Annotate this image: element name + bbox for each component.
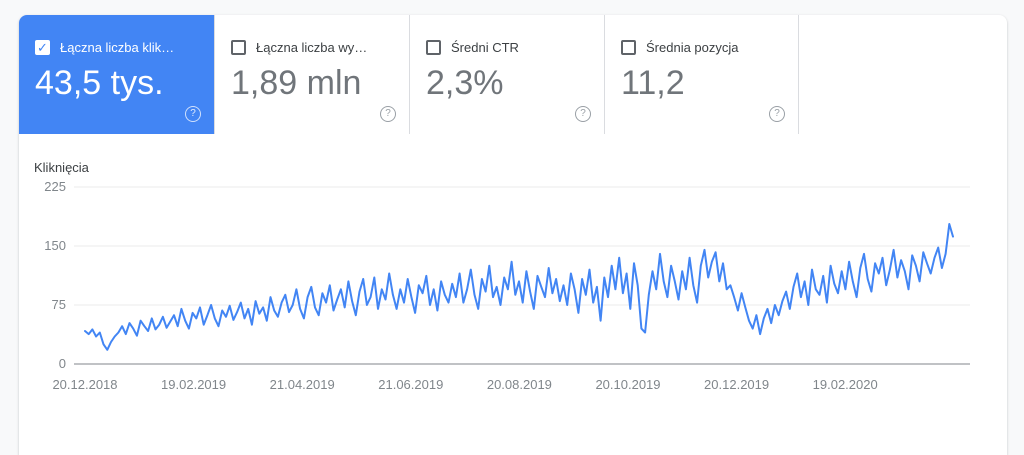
y-axis-tick-label: 75 [51,297,66,312]
checked-checkbox-icon[interactable]: ✓ [35,40,50,55]
metric-card-value: 11,2 [621,64,685,102]
x-axis-tick-label: 20.12.2019 [704,377,770,392]
help-icon[interactable]: ? [769,106,785,122]
metric-card-value: 1,89 mln [231,64,362,102]
metric-card-label: Łączna liczba klik… [60,40,175,55]
metric-cards-row: ✓ Łączna liczba klik… 43,5 tys. ? ✓ Łącz… [19,15,799,134]
chart-y-axis-title: Kliknięcia [34,160,89,175]
y-axis-tick-label: 150 [44,238,66,253]
metric-card-total-impressions[interactable]: ✓ Łączna liczba wy… 1,89 mln ? [214,15,409,134]
y-axis-tick-label: 0 [58,356,66,371]
gridlines [74,186,970,365]
x-axis-tick-label: 19.02.2020 [812,377,878,392]
clicks-series-line [84,223,954,351]
check-icon: ✓ [37,40,48,55]
help-icon[interactable]: ? [575,106,591,122]
help-icon[interactable]: ? [380,106,396,122]
y-axis-tick-label: 225 [44,179,66,194]
metric-card-total-clicks[interactable]: ✓ Łączna liczba klik… 43,5 tys. ? [19,15,214,134]
x-axis-tick-label: 20.12.2018 [52,377,118,392]
unchecked-checkbox-icon[interactable]: ✓ [426,40,441,55]
clicks-chart-svg [74,186,970,365]
x-axis-tick-label: 20.10.2019 [595,377,661,392]
x-axis-tick-label: 21.04.2019 [269,377,335,392]
metric-card-value: 2,3% [426,64,504,102]
metric-card-average-ctr[interactable]: ✓ Średni CTR 2,3% ? [409,15,604,134]
metric-card-label: Łączna liczba wy… [256,40,368,55]
clicks-chart-plot-area[interactable]: 0 75 150 225 20.12.2018 19.02.2019 21.04.2019… [44,179,970,392]
metric-card-value: 43,5 tys. [35,64,164,102]
x-axis-tick-label: 20.08.2019 [486,377,552,392]
unchecked-checkbox-icon[interactable]: ✓ [231,40,246,55]
metric-card-header: ✓ Łączna liczba wy… [231,40,393,55]
metric-card-header: ✓ Średnia pozycja [621,40,782,55]
performance-panel: ✓ Łączna liczba klik… 43,5 tys. ? ✓ Łącz… [19,15,1007,455]
help-icon[interactable]: ? [185,106,201,122]
metric-card-label: Średni CTR [451,40,519,55]
x-axis-tick-label: 19.02.2019 [161,377,227,392]
metric-card-label: Średnia pozycja [646,40,739,55]
metric-card-header: ✓ Łączna liczba klik… [35,40,198,55]
x-axis-tick-label: 21.06.2019 [378,377,444,392]
metric-card-average-position[interactable]: ✓ Średnia pozycja 11,2 ? [604,15,799,134]
metric-card-header: ✓ Średni CTR [426,40,588,55]
unchecked-checkbox-icon[interactable]: ✓ [621,40,636,55]
